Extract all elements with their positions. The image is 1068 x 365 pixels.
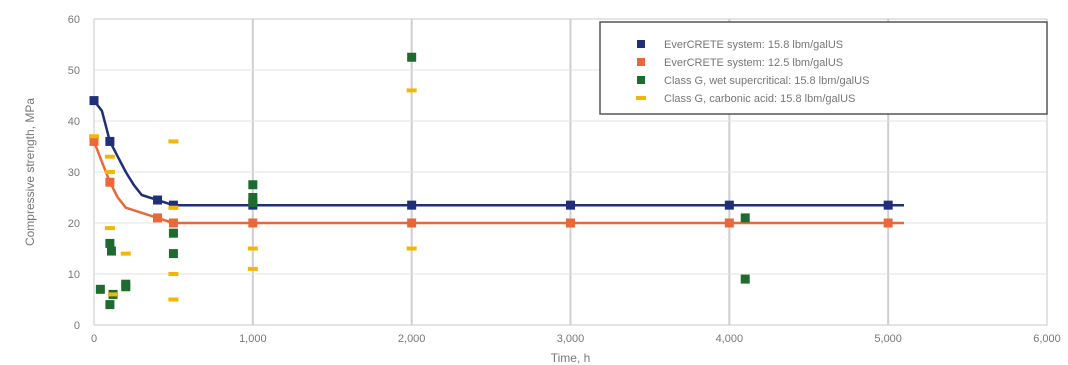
data-point (247, 266, 258, 271)
series-4 (89, 88, 417, 302)
legend-label: Class G, wet supercritical: 15.8 lbm/gal… (664, 75, 869, 87)
x-tick-label: 5,000 (874, 333, 902, 345)
y-tick-label: 60 (68, 14, 80, 26)
legend-items: EverCRETE system: 15.8 lbm/galUS EverCRET… (636, 39, 869, 105)
data-point (740, 274, 750, 284)
data-point (168, 218, 178, 228)
data-point (407, 52, 417, 62)
axes-layer: 0 1,000 2,000 3,000 4,000 5,000 6,000 0 10 20 30 40… (68, 14, 1061, 345)
data-point (104, 154, 115, 159)
data-point (406, 246, 417, 251)
data-point (120, 251, 131, 256)
x-tick-label: 0 (91, 333, 97, 345)
data-point (168, 272, 179, 276)
data-point (89, 134, 99, 139)
y-tick-label: 10 (68, 269, 80, 281)
x-axis-title: Time, h (551, 351, 591, 365)
data-point (95, 284, 105, 294)
legend-swatch (637, 76, 645, 84)
data-point (724, 200, 734, 210)
data-point (168, 249, 178, 259)
data-point (248, 180, 258, 190)
y-tick-label: 40 (68, 116, 80, 128)
data-point (104, 226, 115, 231)
data-point (247, 246, 258, 251)
data-point (106, 246, 116, 256)
data-point (168, 228, 178, 238)
data-point (105, 136, 115, 146)
data-point (105, 300, 115, 310)
data-point (168, 297, 179, 302)
series-2 (89, 136, 904, 228)
x-tick-label: 6,000 (1033, 333, 1061, 345)
data-point (406, 88, 417, 93)
data-point (407, 218, 417, 228)
data-point (89, 136, 99, 146)
y-tick-label: 50 (68, 65, 80, 77)
data-point (168, 139, 179, 144)
data-point (248, 198, 258, 208)
y-axis-title: Compressive strength, MPa (23, 98, 37, 246)
data-point (724, 218, 734, 228)
y-tick-label: 0 (74, 320, 80, 332)
data-point (121, 279, 131, 289)
data-point (104, 170, 115, 174)
data-point (108, 292, 119, 297)
data-point (153, 195, 163, 205)
data-point (407, 200, 417, 210)
x-tick-label: 1,000 (239, 333, 267, 345)
x-tick-label: 2,000 (398, 333, 426, 345)
data-point (168, 200, 178, 210)
data-point (883, 200, 893, 210)
legend: EverCRETE system: 15.8 lbm/galUS EverCRET… (599, 21, 1048, 115)
y-tick-label: 30 (68, 167, 80, 179)
x-tick-label: 4,000 (716, 333, 744, 345)
x-tick-label: 3,000 (557, 333, 585, 345)
data-point (105, 238, 115, 248)
legend-label: EverCRETE system: 12.5 lbm/galUS (664, 57, 843, 69)
data-point (168, 205, 179, 210)
data-point (566, 200, 575, 210)
data-point (248, 218, 258, 228)
data-point (105, 177, 115, 187)
legend-swatch (637, 58, 645, 66)
legend-label: Class G, carbonic acid: 15.8 lbm/galUS (664, 93, 855, 105)
y-tick-label: 20 (68, 218, 80, 230)
data-point (89, 96, 99, 106)
data-point (566, 218, 575, 228)
series-layer (89, 52, 904, 310)
legend-swatch (637, 40, 645, 48)
legend-box (599, 21, 1048, 115)
legend-label: EverCRETE system: 15.8 lbm/galUS (664, 39, 843, 51)
data-point (153, 213, 163, 223)
legend-swatch (636, 96, 646, 100)
data-point (248, 193, 258, 202)
data-point (740, 213, 750, 223)
data-point (883, 218, 893, 228)
